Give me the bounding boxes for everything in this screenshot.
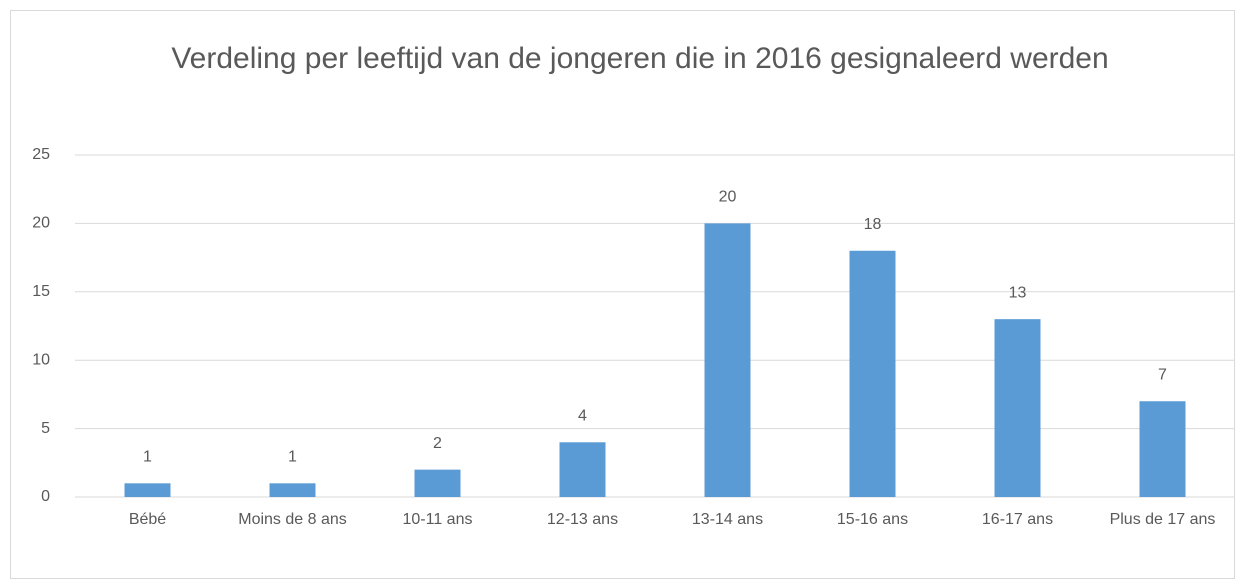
data-label: 7 — [1158, 366, 1167, 383]
x-tick-label: 15-16 ans — [836, 511, 909, 528]
data-label: 20 — [719, 189, 737, 206]
y-tick-label: 25 — [32, 146, 50, 163]
data-label: 13 — [1009, 284, 1027, 301]
y-tick-label: 0 — [41, 488, 50, 505]
chart-title: Verdeling per leeftijd van de jongeren d… — [171, 42, 1109, 75]
bar — [414, 469, 461, 497]
x-tick-label: Plus de 17 ans — [1109, 511, 1216, 528]
data-label: 2 — [433, 435, 442, 452]
data-label: 4 — [578, 407, 587, 424]
y-tick-label: 15 — [32, 283, 50, 300]
bar — [269, 483, 316, 497]
bar — [994, 319, 1041, 497]
data-label: 1 — [288, 449, 297, 466]
bar — [704, 223, 751, 497]
x-tick-label: 13-14 ans — [691, 511, 764, 528]
chart-border — [10, 10, 1235, 579]
x-tick-label: Bébé — [128, 511, 167, 528]
y-tick-label: 10 — [32, 351, 50, 368]
x-tick-label: 12-13 ans — [546, 511, 619, 528]
bar — [1139, 401, 1186, 497]
y-tick-label: 5 — [41, 420, 50, 437]
bar — [124, 483, 171, 497]
bar — [559, 442, 606, 497]
x-tick-label: 10-11 ans — [402, 511, 473, 528]
bar — [849, 250, 896, 497]
x-tick-label: Moins de 8 ans — [238, 511, 347, 528]
data-label: 18 — [864, 216, 882, 233]
x-tick-label: 16-17 ans — [981, 511, 1054, 528]
data-label: 1 — [143, 449, 152, 466]
y-tick-label: 20 — [32, 215, 50, 232]
